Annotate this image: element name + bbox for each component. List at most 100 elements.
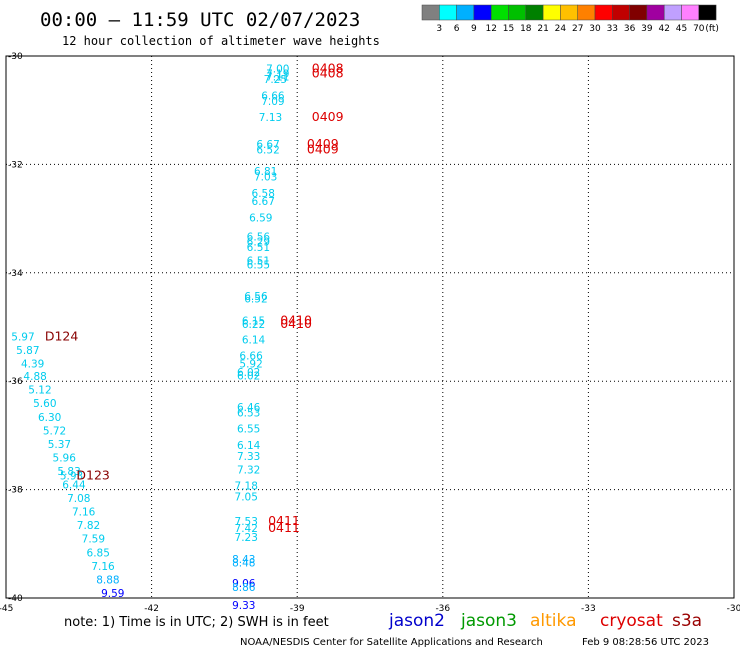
legend-value: 9 [471,24,477,34]
pass-label: 0410 [280,316,312,331]
swh-point: 6.29 [247,237,270,249]
x-tick-label: -39 [290,604,305,614]
legend-value: 36 [624,24,636,34]
swh-point: 6.81 [254,166,277,178]
swh-point: 5.87 [16,345,39,357]
swh-point: 5.92 [239,359,262,371]
swh-point: 5.96 [53,452,77,464]
swh-point: 6.14 [237,440,261,452]
swh-point: 6.02 [237,367,260,379]
swh-point: 5.72 [43,425,66,437]
swh-point: 6.56 [244,291,268,303]
swh-point: 7.25 [264,74,287,86]
y-tick-label: -40 [8,594,23,604]
swh-point: 7.82 [77,520,100,532]
swh-point: 7.05 [235,491,258,503]
swh-point: 5.93 [60,470,83,482]
grid-lines [6,56,734,598]
swh-point: 7.16 [72,507,96,519]
swh-point: 9.06 [232,578,256,590]
swh-point: 5.97 [11,332,34,344]
swh-point: 5.12 [28,385,51,397]
y-tick-label: -32 [8,160,23,170]
swh-point: 7.59 [82,534,105,546]
swh-point: 6.14 [242,334,266,346]
swh-point: 7.08 [67,493,90,505]
swh-point: 6.66 [239,351,263,363]
pass-label: 0409 [307,142,339,157]
legend-swatch [681,4,700,21]
legend-swatch [612,4,630,21]
legend-swatch [698,4,717,21]
satellite-jason3: jason3 [460,611,517,631]
swh-point: 5.83 [57,466,80,478]
legend-value: 3 [436,24,442,34]
credit-text: NOAA/NESDIS Center for Satellite Applica… [240,637,543,648]
legend-swatch [490,4,509,21]
pass-label: D123 [76,467,109,482]
swh-point: 6.52 [256,145,279,157]
swh-point: 6.44 [62,480,86,492]
swh-point: 6.52 [244,294,267,306]
swh-point: 5.60 [33,398,56,410]
legend-value: 39 [641,24,653,34]
swh-point: 7.19 [266,69,289,81]
legend-value: 42 [658,24,669,34]
color-legend: 3 6 9 12 15 18 21 24 27 30 33 36 39 42 45 70 (ft) [421,4,719,34]
swh-point: 6.85 [87,547,110,559]
legend-value: 33 [607,24,618,34]
swh-point: 9.33 [232,600,255,612]
legend-value: 24 [555,24,567,34]
pass-label: 0411 [268,513,300,528]
legend-swatch [629,4,648,21]
pass-labels: 0408040804090409040904100410D124D1230411… [45,60,344,535]
timestamp-text: Feb 9 08:28:56 UTC 2023 [582,637,709,648]
swh-point: 6.51 [247,256,270,268]
legend-value: 70 [693,24,705,34]
swh-point: 6.59 [249,212,272,224]
legend-value: 18 [520,24,532,34]
note-text: note: 1) Time is in UTC; 2) SWH is in fe… [64,615,329,630]
legend-swatch [473,4,492,21]
swh-point: 7.33 [237,451,260,463]
legend-swatch [525,4,544,21]
swh-point: 6.58 [252,188,275,200]
satellite-s3a: s3a [672,611,702,631]
swh-point: 7.32 [237,464,260,476]
swh-point: 6.15 [242,315,265,327]
chart-subtitle: 12 hour collection of altimeter wave hei… [62,34,380,48]
legend-swatch [594,4,613,21]
y-tick-label: -30 [8,52,23,62]
swh-point: 7.18 [235,481,258,493]
swh-point: 6.51 [247,242,270,254]
swh-point: 4.88 [23,371,46,383]
swh-point: 6.56 [247,231,271,243]
y-tick-label: -36 [8,377,23,387]
swh-point: 8.86 [232,582,256,594]
swh-point: 5.37 [48,439,71,451]
swh-point: 6.55 [237,424,260,436]
swh-point: 6.67 [252,196,275,208]
x-tick-label: -33 [581,604,596,614]
pass-label: 0408 [312,60,344,75]
swh-point: 7.09 [261,96,284,108]
swh-point: 8.88 [96,574,119,586]
swh-point: 7.53 [235,516,258,528]
swh-point: 4.39 [21,359,44,371]
pass-label: 0409 [307,136,339,151]
x-tick-label: -42 [144,604,159,614]
pass-label: 0408 [312,66,344,81]
swh-point: 7.00 [266,63,289,75]
swh-point: 6.53 [237,407,260,419]
swh-point: 6.02 [237,371,260,383]
wave-height-points: 7.007.197.117.256.667.097.136.676.526.81… [11,63,289,612]
axis-ticks: -45 -42 -39 -36 -33 -30 -30 -32 -34 -36 -38 -40 [0,52,740,614]
legend-value: 45 [676,24,687,34]
swh-point: 9.59 [101,588,124,600]
legend-value: 30 [589,24,601,34]
legend-swatch [421,4,440,21]
y-tick-label: -38 [8,486,23,496]
satellite-jason2: jason2 [388,611,445,631]
legend-value: 21 [537,24,548,34]
satellite-cryosat: cryosat [600,611,663,631]
